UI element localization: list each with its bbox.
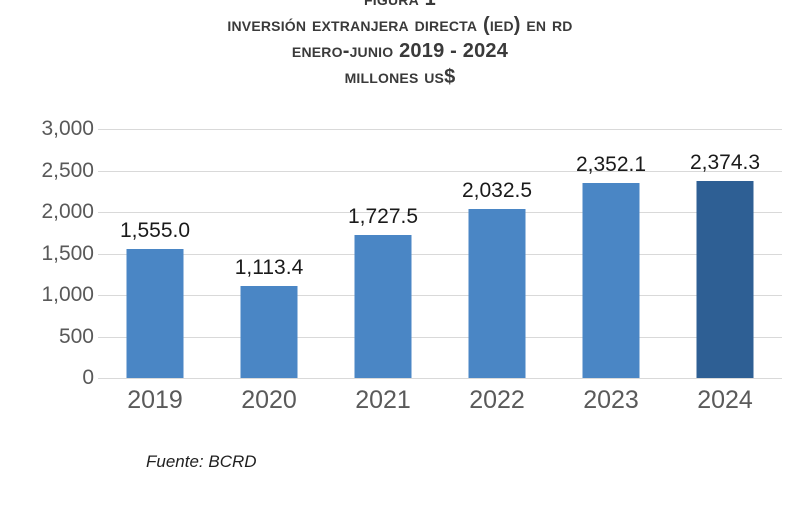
bar-2022[interactable] xyxy=(468,209,526,378)
bar-2023[interactable] xyxy=(582,182,640,378)
bar-value-label-2023: 2,352.1 xyxy=(575,152,647,176)
bar-2021[interactable] xyxy=(354,234,412,378)
plot-gridlines xyxy=(98,129,782,379)
y-axis-tick-label: 1,000 xyxy=(41,283,94,306)
x-axis-tick-label-2024: 2024 xyxy=(697,386,753,414)
x-axis: 2019 2020 2021 2022 2023 2024 xyxy=(98,386,782,420)
x-axis-tick-label-2023: 2023 xyxy=(583,386,639,414)
gridline xyxy=(98,129,782,130)
gridline xyxy=(98,253,782,255)
y-axis-tick-label: 3,000 xyxy=(41,117,94,140)
bar-slot: 2,032.5 xyxy=(440,129,554,378)
chart-title-line-4: Millones US$ xyxy=(344,66,456,88)
y-axis-tick-label: 1,500 xyxy=(41,241,94,265)
chart-title-block: Figura 1 Inversión Extranjera Directa (I… xyxy=(0,0,800,90)
bar-2019[interactable] xyxy=(126,248,184,378)
x-axis-tick-label-2021: 2021 xyxy=(355,386,411,414)
bar-value-label-2021: 1,727.5 xyxy=(347,204,419,228)
bar-2024[interactable] xyxy=(696,180,754,378)
source-note: Fuente: BCRD xyxy=(146,452,257,471)
chart-title-line-3: Enero-junio 2019 - 2024 xyxy=(291,40,509,62)
bar-slot: 1,727.5 xyxy=(326,129,440,378)
gridline xyxy=(98,212,782,213)
y-axis-tick-label: 0 xyxy=(82,366,94,389)
y-axis-tick-label: 500 xyxy=(58,324,94,348)
bar-value-label-2024: 2,374.3 xyxy=(689,150,761,174)
x-axis-tick-label-2019: 2019 xyxy=(127,386,183,414)
chart-title-line-2: Inversión Extranjera Directa (IED) en RD xyxy=(227,14,573,36)
bar-series: 1,555.0 1,113.4 1,727.5 2,032.5 2,352.1 2,374… xyxy=(98,129,782,378)
bar-slot: 1,113.4 xyxy=(212,129,326,378)
gridline xyxy=(98,336,782,338)
y-axis-tick-label: 2,500 xyxy=(41,158,94,182)
gridline xyxy=(98,170,782,172)
gridline xyxy=(98,295,782,296)
bar-value-label-2019: 1,555.0 xyxy=(119,218,191,242)
bar-2020[interactable] xyxy=(240,285,298,378)
x-axis-tick-label-2022: 2022 xyxy=(469,386,525,414)
bar-value-label-2022: 2,032.5 xyxy=(461,179,533,203)
y-axis-tick-label: 2,000 xyxy=(41,200,94,223)
gridline xyxy=(98,378,782,379)
bar-value-label-2020: 1,113.4 xyxy=(234,255,304,279)
bar-slot: 1,555.0 xyxy=(98,129,212,378)
bar-slot: 2,352.1 xyxy=(554,129,668,378)
x-axis-tick-label-2020: 2020 xyxy=(241,386,297,414)
chart-title-line-1: Figura 1 xyxy=(0,0,800,12)
bar-slot: 2,374.3 xyxy=(668,129,782,378)
